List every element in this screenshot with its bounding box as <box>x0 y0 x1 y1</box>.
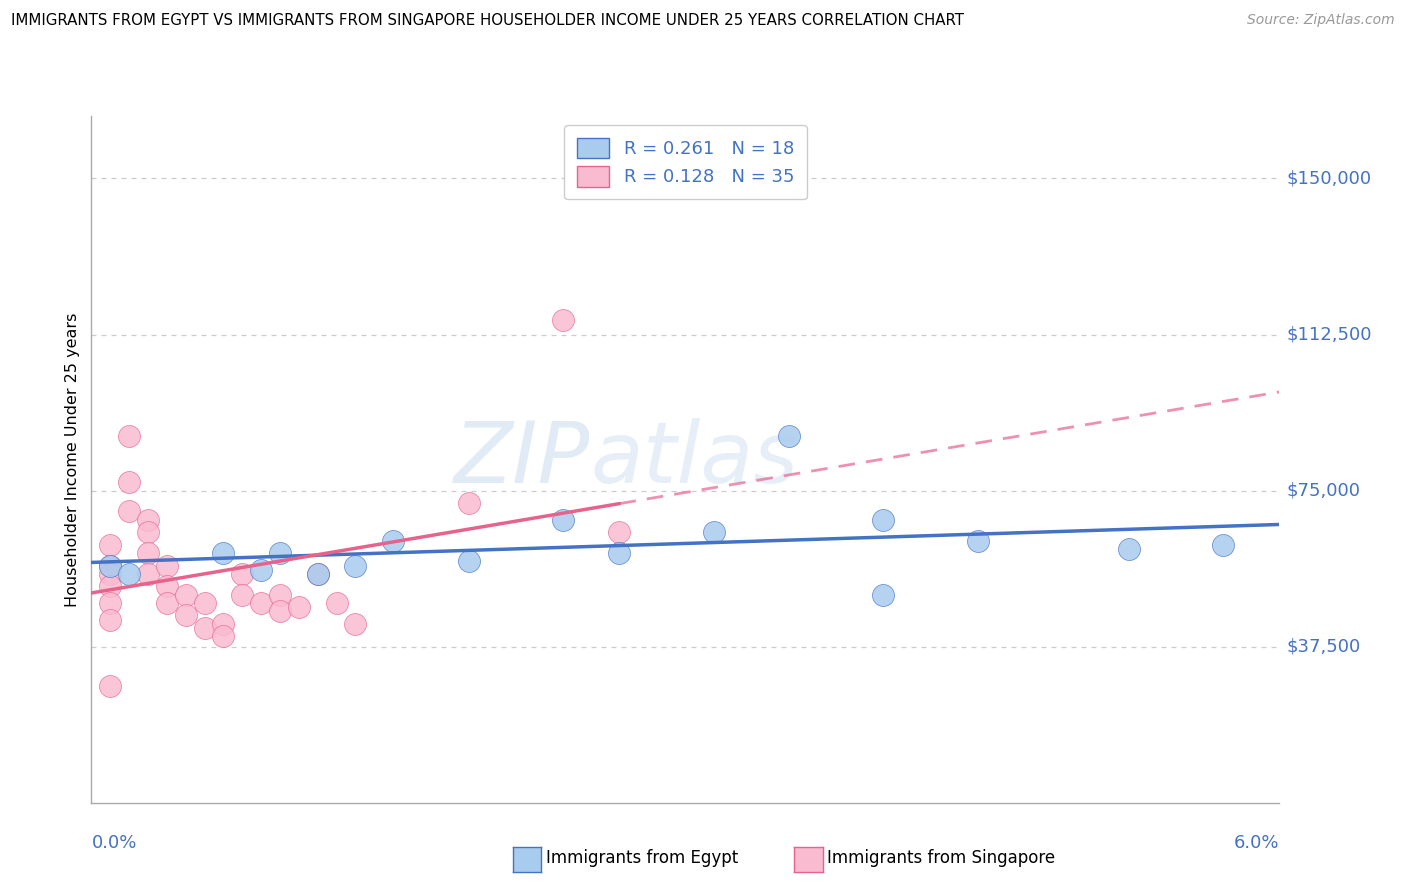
Point <box>156 579 179 593</box>
Point <box>118 504 141 518</box>
Point <box>551 513 574 527</box>
Text: $150,000: $150,000 <box>1286 169 1372 187</box>
Point <box>288 600 311 615</box>
Point <box>212 546 235 560</box>
Point <box>269 546 291 560</box>
Text: Immigrants from Egypt: Immigrants from Egypt <box>546 849 738 867</box>
Text: Immigrants from Singapore: Immigrants from Singapore <box>827 849 1054 867</box>
Point <box>98 558 121 573</box>
Point <box>193 596 215 610</box>
Point <box>609 525 631 540</box>
Point <box>1118 541 1140 556</box>
Point <box>136 566 159 581</box>
Point <box>872 513 894 527</box>
Point <box>703 525 725 540</box>
Text: atlas: atlas <box>591 417 799 501</box>
Text: Source: ZipAtlas.com: Source: ZipAtlas.com <box>1247 13 1395 28</box>
Point <box>156 596 179 610</box>
Point <box>118 475 141 490</box>
Point <box>193 621 215 635</box>
Point <box>325 596 347 610</box>
Point <box>98 538 121 552</box>
Point <box>966 533 988 548</box>
Text: $112,500: $112,500 <box>1286 326 1372 343</box>
Point <box>118 566 141 581</box>
Point <box>307 566 329 581</box>
Point <box>1212 538 1234 552</box>
Y-axis label: Householder Income Under 25 years: Householder Income Under 25 years <box>65 312 80 607</box>
Text: $75,000: $75,000 <box>1286 482 1361 500</box>
Point <box>136 525 159 540</box>
Point <box>778 429 800 443</box>
Point <box>212 616 235 631</box>
Point <box>136 546 159 560</box>
Point <box>269 588 291 602</box>
Point <box>212 629 235 643</box>
Point <box>174 588 197 602</box>
Point <box>136 513 159 527</box>
Point <box>307 566 329 581</box>
Text: 6.0%: 6.0% <box>1234 834 1279 852</box>
Point <box>344 558 367 573</box>
Point <box>98 596 121 610</box>
Point <box>98 613 121 627</box>
Point <box>457 554 479 568</box>
Point <box>344 616 367 631</box>
Point <box>98 558 121 573</box>
Point <box>231 566 253 581</box>
Point <box>118 429 141 443</box>
Text: 0.0%: 0.0% <box>91 834 136 852</box>
Point <box>457 496 479 510</box>
Point <box>872 588 894 602</box>
Point <box>231 588 253 602</box>
Point <box>250 596 273 610</box>
Legend: R = 0.261   N = 18, R = 0.128   N = 35: R = 0.261 N = 18, R = 0.128 N = 35 <box>564 125 807 199</box>
Point <box>382 533 405 548</box>
Point <box>98 679 121 693</box>
Point <box>250 563 273 577</box>
Point <box>269 604 291 618</box>
Text: IMMIGRANTS FROM EGYPT VS IMMIGRANTS FROM SINGAPORE HOUSEHOLDER INCOME UNDER 25 Y: IMMIGRANTS FROM EGYPT VS IMMIGRANTS FROM… <box>11 13 965 29</box>
Point <box>98 566 121 581</box>
Point <box>609 546 631 560</box>
Text: ZIP: ZIP <box>454 417 591 501</box>
Point <box>174 608 197 623</box>
Point <box>551 313 574 327</box>
Text: $37,500: $37,500 <box>1286 638 1361 656</box>
Point <box>98 579 121 593</box>
Point <box>156 558 179 573</box>
